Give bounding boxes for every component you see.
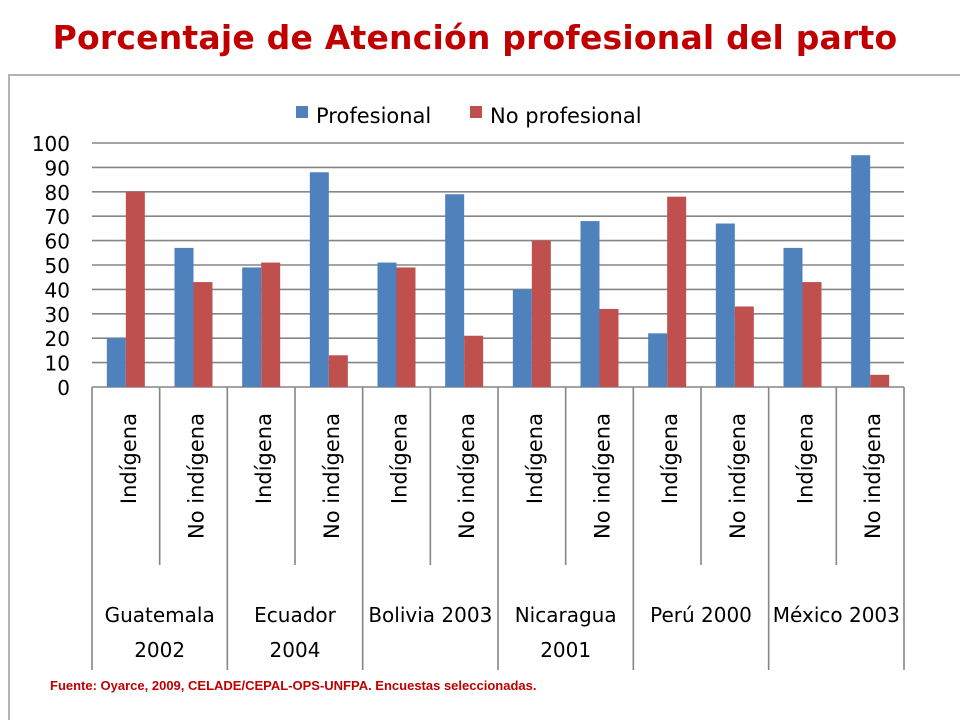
group-label: Perú 2000 bbox=[650, 603, 752, 627]
legend-label: Profesional bbox=[316, 104, 431, 128]
y-tick-label: 50 bbox=[45, 254, 70, 278]
y-tick-label: 90 bbox=[45, 156, 70, 180]
legend-label: No profesional bbox=[490, 104, 642, 128]
category-label: Indígena bbox=[388, 413, 412, 504]
bar-profesional bbox=[174, 247, 194, 387]
slide-frame bbox=[8, 74, 960, 720]
category-label: No indígena bbox=[185, 413, 209, 539]
y-tick-label: 80 bbox=[45, 181, 70, 205]
y-tick-label: 60 bbox=[45, 230, 70, 254]
page-title: Porcentaje de Atención profesional del p… bbox=[52, 18, 898, 57]
source-footnote: Fuente: Oyarce, 2009, CELADE/CEPAL-OPS-U… bbox=[50, 678, 537, 693]
category-label: No indígena bbox=[861, 413, 885, 539]
bar-profesional bbox=[715, 223, 735, 387]
bar-no-profesional bbox=[328, 355, 348, 387]
category-label: No indígena bbox=[591, 413, 615, 539]
category-label: Indígena bbox=[523, 413, 547, 504]
group-label: 2004 bbox=[270, 638, 321, 662]
category-label: Indígena bbox=[252, 413, 276, 504]
bar-profesional bbox=[648, 333, 668, 387]
group-label: Bolivia 2003 bbox=[368, 603, 492, 627]
bar-no-profesional bbox=[464, 335, 484, 387]
group-label: Guatemala bbox=[105, 603, 215, 627]
category-label: Indígena bbox=[117, 413, 141, 504]
bar-profesional bbox=[106, 338, 126, 387]
bar-no-profesional bbox=[734, 306, 754, 387]
group-label: 2001 bbox=[540, 638, 591, 662]
category-label: No indígena bbox=[726, 413, 750, 539]
y-tick-label: 100 bbox=[32, 132, 70, 156]
bar-no-profesional bbox=[667, 196, 687, 387]
category-label: No indígena bbox=[455, 413, 479, 539]
bar-no-profesional bbox=[531, 240, 551, 387]
bar-profesional bbox=[309, 172, 329, 387]
bar-no-profesional bbox=[193, 282, 213, 387]
y-tick-label: 10 bbox=[45, 352, 70, 376]
bar-profesional bbox=[580, 221, 600, 387]
group-label: México 2003 bbox=[773, 603, 900, 627]
y-tick-label: 70 bbox=[45, 205, 70, 229]
bar-profesional bbox=[783, 247, 803, 387]
bar-profesional bbox=[445, 194, 465, 387]
bar-no-profesional bbox=[599, 308, 619, 387]
bar-profesional bbox=[242, 267, 262, 387]
legend-swatch bbox=[296, 106, 308, 118]
category-label: Indígena bbox=[794, 413, 818, 504]
legend-swatch bbox=[470, 106, 482, 118]
group-label: Ecuador bbox=[254, 603, 336, 627]
bar-no-profesional bbox=[802, 282, 822, 387]
y-tick-label: 40 bbox=[45, 278, 70, 302]
group-label: 2002 bbox=[134, 638, 185, 662]
category-label: Indígena bbox=[658, 413, 682, 504]
bar-no-profesional bbox=[870, 374, 890, 387]
bar-profesional bbox=[512, 289, 532, 387]
bar-profesional bbox=[377, 262, 397, 387]
bar-no-profesional bbox=[396, 267, 416, 387]
bar-no-profesional bbox=[261, 262, 281, 387]
group-label: Nicaragua bbox=[515, 603, 617, 627]
bar-profesional bbox=[851, 155, 871, 387]
y-tick-label: 20 bbox=[45, 327, 70, 351]
bar-no-profesional bbox=[125, 191, 145, 387]
category-label: No indígena bbox=[320, 413, 344, 539]
y-tick-label: 30 bbox=[45, 303, 70, 327]
y-tick-label: 0 bbox=[57, 376, 70, 400]
